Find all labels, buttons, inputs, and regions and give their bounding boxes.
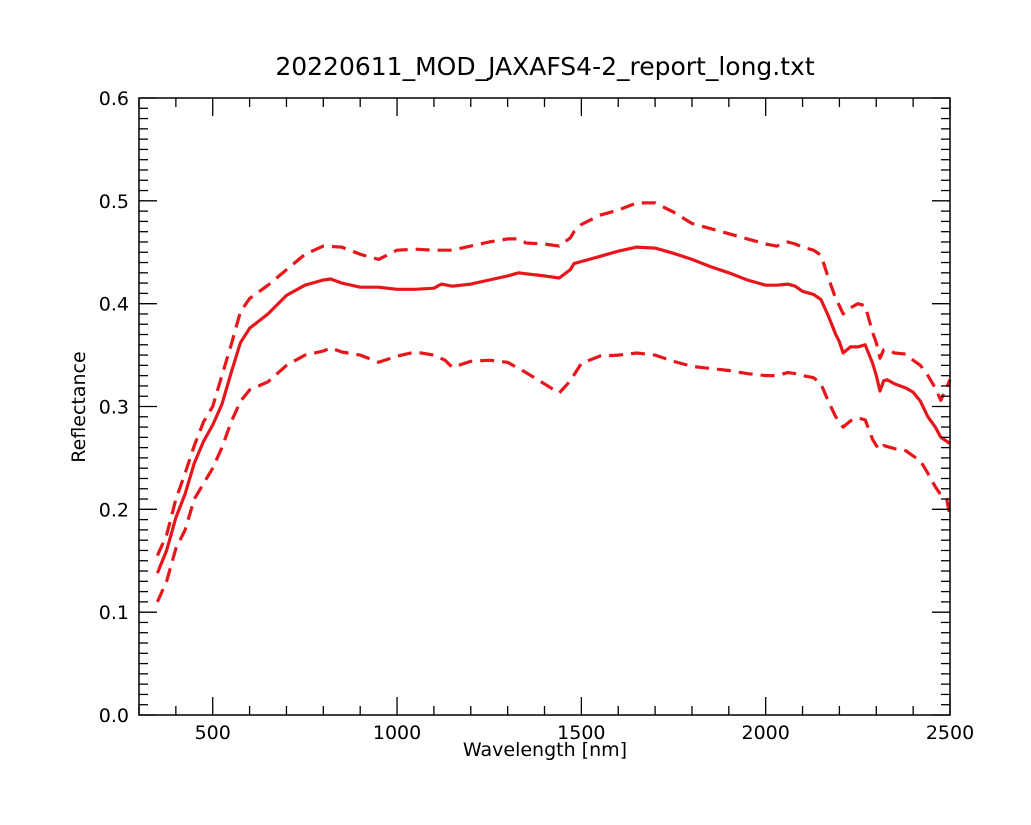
plot-frame <box>138 97 951 716</box>
y-tick-label: 0.6 <box>99 88 129 110</box>
y-tick-label: 0.4 <box>99 294 129 316</box>
series-line-2-dashed <box>155 201 952 557</box>
x-tick-label: 500 <box>195 722 231 744</box>
x-tick-label: 1500 <box>557 722 605 744</box>
chart-title: 20220611_MOD_JAXAFS4-2_report_long.txt <box>275 52 815 81</box>
y-axis-label: Reflectance <box>68 351 90 462</box>
series-line-3-dashed <box>155 346 952 603</box>
series-line-1-solid <box>155 245 951 574</box>
x-tick-label: 2500 <box>926 722 974 744</box>
y-tick-label: 0.3 <box>99 397 129 419</box>
axis-ticks <box>138 97 951 716</box>
y-tick-label: 0.5 <box>99 191 129 213</box>
y-tick-label: 0.2 <box>99 499 129 521</box>
x-tick-label: 1000 <box>373 722 421 744</box>
y-tick-label: 0.0 <box>99 705 129 727</box>
y-tick-labels: 0.0 0.1 0.2 0.3 0.4 0.5 0.6 <box>99 88 129 727</box>
x-axis-label: Wavelength [nm] <box>463 739 627 761</box>
series-layer <box>155 201 952 603</box>
y-tick-label: 0.1 <box>99 602 129 624</box>
x-tick-labels: 500 1000 1500 2000 2500 <box>195 722 975 744</box>
x-tick-label: 2000 <box>742 722 790 744</box>
